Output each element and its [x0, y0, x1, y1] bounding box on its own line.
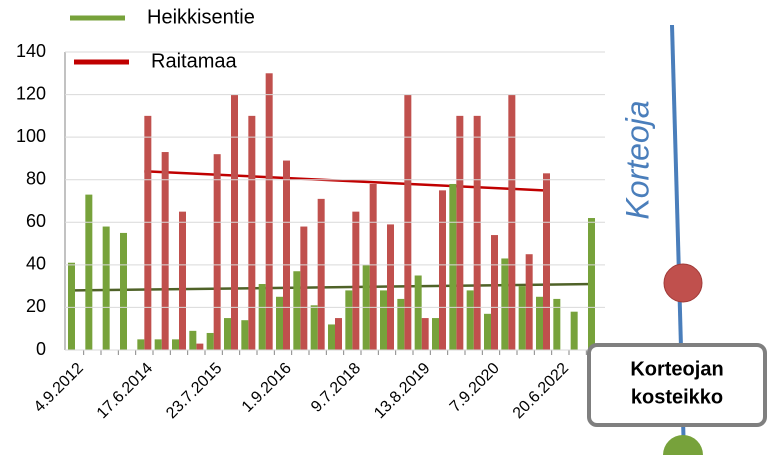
bar: [449, 183, 457, 350]
bar: [380, 290, 387, 350]
bar: [68, 262, 75, 350]
bar: [241, 320, 249, 350]
trend-line: [144, 169, 544, 192]
x-tick-label: 1.9.2016: [239, 360, 295, 416]
bar: [328, 324, 335, 350]
bar: [536, 296, 543, 350]
bar: [144, 115, 152, 350]
bar: [543, 173, 550, 350]
bar: [248, 115, 256, 350]
legend-label: Heikkisentie: [147, 6, 255, 28]
y-tick-label: 40: [26, 254, 46, 274]
bar: [466, 290, 474, 350]
bar: [588, 218, 595, 350]
trend-line: [74, 282, 596, 292]
bar: [189, 330, 197, 350]
bar: [473, 115, 481, 350]
bar: [102, 226, 110, 350]
y-tick-label: 20: [26, 296, 46, 316]
bar: [484, 313, 491, 350]
site-box: [587, 343, 767, 427]
y-tick-label: 80: [26, 168, 46, 188]
x-tick-label: 7.9.2020: [447, 360, 503, 416]
x-tick-label: 4.9.2012: [31, 360, 87, 416]
bar: [421, 318, 429, 350]
bar: [258, 284, 266, 350]
bar: [224, 318, 231, 350]
bar: [85, 194, 93, 350]
bar: [352, 211, 360, 350]
bar: [300, 226, 308, 350]
bar: [491, 235, 498, 350]
bar: [283, 160, 290, 350]
bar: [456, 115, 464, 350]
bar: [265, 73, 273, 351]
site-label: kosteikko: [631, 386, 723, 408]
site-marker: [663, 263, 703, 303]
bar: [172, 339, 179, 350]
bar: [570, 311, 578, 350]
y-tick-label: 60: [26, 211, 46, 231]
bar: [120, 232, 127, 350]
site-label: Korteojan: [630, 358, 723, 380]
bar: [196, 343, 204, 350]
bar: [206, 332, 214, 350]
bar: [213, 154, 221, 350]
bar: [439, 190, 446, 350]
x-tick-label: 13.8.2019: [371, 360, 433, 422]
x-tick-label: 17.6.2014: [94, 360, 156, 422]
bar: [154, 339, 162, 350]
y-tick-label: 120: [16, 83, 46, 103]
bar: [276, 296, 283, 350]
bar: [345, 290, 353, 350]
bar: [432, 318, 439, 350]
x-tick-label: 23.7.2015: [163, 360, 225, 422]
y-tick-label: 140: [16, 41, 46, 61]
bar: [553, 298, 561, 350]
bar: [310, 305, 318, 350]
bar: [317, 198, 325, 350]
bar: [414, 275, 422, 350]
x-tick-label: 9.7.2018: [308, 360, 364, 416]
bar: [137, 339, 145, 350]
bar: [161, 152, 169, 350]
y-tick-label: 0: [36, 339, 46, 359]
bar: [501, 258, 509, 350]
bar: [518, 286, 526, 350]
legend-label: Raitamaa: [151, 50, 237, 72]
bar: [293, 271, 301, 350]
bar: [369, 183, 377, 350]
bar: [387, 224, 394, 350]
bar: [335, 318, 342, 350]
stream-label: Korteoja: [619, 100, 655, 219]
bar: [179, 211, 186, 350]
bar: [525, 254, 533, 350]
site-marker: [663, 435, 703, 455]
y-tick-label: 100: [16, 126, 46, 146]
bar: [397, 298, 405, 350]
x-tick-label: 20.6.2022: [510, 360, 572, 422]
